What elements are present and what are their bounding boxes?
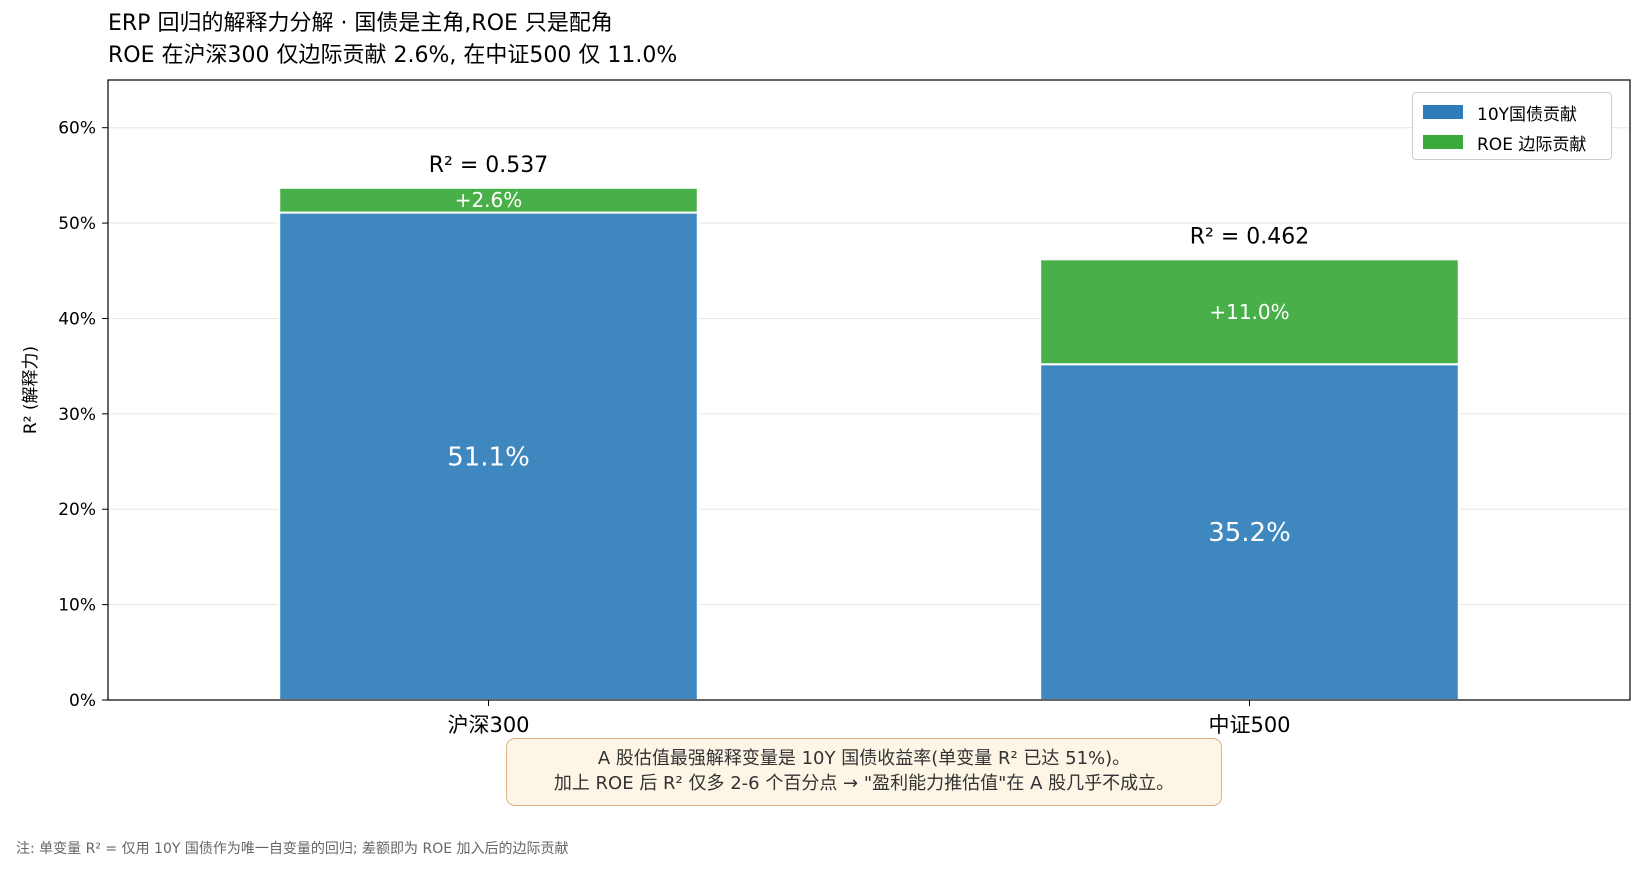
legend-label-roe: ROE 边际贡献 <box>1477 134 1587 155</box>
y-axis-label: R² (解释力) <box>21 346 41 434</box>
bar-roe <box>278 186 699 214</box>
x-tick-label: 沪深300 <box>447 713 529 737</box>
bar-value-label: +11.0% <box>1209 300 1289 324</box>
y-tick-label: 20% <box>58 500 96 520</box>
bar-value-label: 51.1% <box>447 442 530 472</box>
annotation-box: A 股估值最强解释变量是 10Y 国债收益率(单变量 R² 已达 51%)。 加… <box>506 738 1222 806</box>
legend-swatch-treasury <box>1423 105 1463 119</box>
y-tick-label: 50% <box>58 214 96 234</box>
y-tick-label: 0% <box>69 691 96 711</box>
legend-swatch-roe <box>1423 135 1463 149</box>
bar-roe <box>1039 258 1460 366</box>
chart-subtitle: ROE 在沪深300 仅边际贡献 2.6%, 在中证500 仅 11.0% <box>108 43 678 68</box>
chart-title: ERP 回归的解释力分解 · 国债是主角,ROE 只是配角 <box>108 11 613 36</box>
plot-frame <box>107 79 1631 701</box>
bar-treasury <box>278 211 699 701</box>
legend-item-treasury: 10Y国债贡献 <box>1423 101 1578 125</box>
bar-value-label: +2.6% <box>455 188 523 212</box>
annotation-line-2: 加上 ROE 后 R² 仅多 2-6 个百分点 → "盈利能力推估值"在 A 股… <box>553 773 1175 794</box>
total-r2-label: R² = 0.537 <box>429 153 549 178</box>
y-tick-label: 10% <box>58 596 96 616</box>
bar-treasury <box>1039 363 1460 701</box>
y-tick-label: 40% <box>58 309 96 329</box>
footnote: 注: 单变量 R² = 仅用 10Y 国债作为唯一自变量的回归; 差额即为 RO… <box>16 841 569 857</box>
chart-legend: 10Y国债贡献 ROE 边际贡献 <box>1412 92 1612 160</box>
legend-label-treasury: 10Y国债贡献 <box>1477 104 1578 125</box>
annotation-line-1: A 股估值最强解释变量是 10Y 国债收益率(单变量 R² 已达 51%)。 <box>597 748 1131 769</box>
bar-value-label: 35.2% <box>1208 518 1291 548</box>
legend-item-roe: ROE 边际贡献 <box>1423 131 1587 155</box>
x-tick-label: 中证500 <box>1208 713 1290 737</box>
y-tick-label: 30% <box>58 405 96 425</box>
total-r2-label: R² = 0.462 <box>1190 224 1310 249</box>
y-tick-label: 60% <box>58 119 96 139</box>
